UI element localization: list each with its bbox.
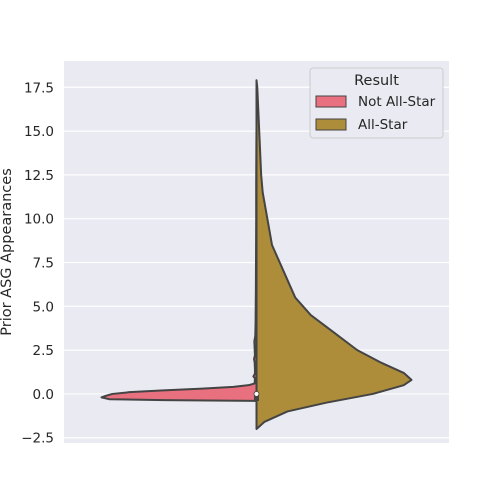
y-tick-label: 12.5 — [24, 168, 54, 184]
y-tick-label: 2.5 — [33, 343, 54, 359]
y-tick-label: 15.0 — [24, 124, 54, 140]
y-tick-label: 10.0 — [24, 212, 54, 228]
legend-label-all-star[interactable]: All-Star — [358, 117, 408, 133]
legend-swatch-not-all-star[interactable] — [315, 95, 347, 108]
y-tick-label: 0.0 — [33, 387, 54, 403]
quartile-box — [254, 393, 259, 401]
legend-title: Result — [354, 73, 399, 89]
median-marker — [253, 391, 260, 397]
y-tick-label: 7.5 — [33, 256, 54, 272]
y-tick-label: 5.0 — [33, 299, 54, 315]
legend-swatch-all-star[interactable] — [315, 118, 347, 131]
violin-all-star — [255, 79, 413, 430]
y-tick-label: 17.5 — [24, 80, 54, 96]
violins — [100, 79, 413, 430]
y-axis-ticks: −2.5 0.0 2.5 5.0 7.5 10.0 12.5 15.0 17.5 — [21, 80, 54, 446]
legend-label-not-all-star[interactable]: Not All-Star — [358, 94, 436, 110]
y-axis-label: Prior ASG Appearances — [0, 168, 15, 336]
legend[interactable]: Result Not All-Star All-Star — [309, 67, 444, 139]
y-tick-label: −2.5 — [21, 431, 54, 447]
